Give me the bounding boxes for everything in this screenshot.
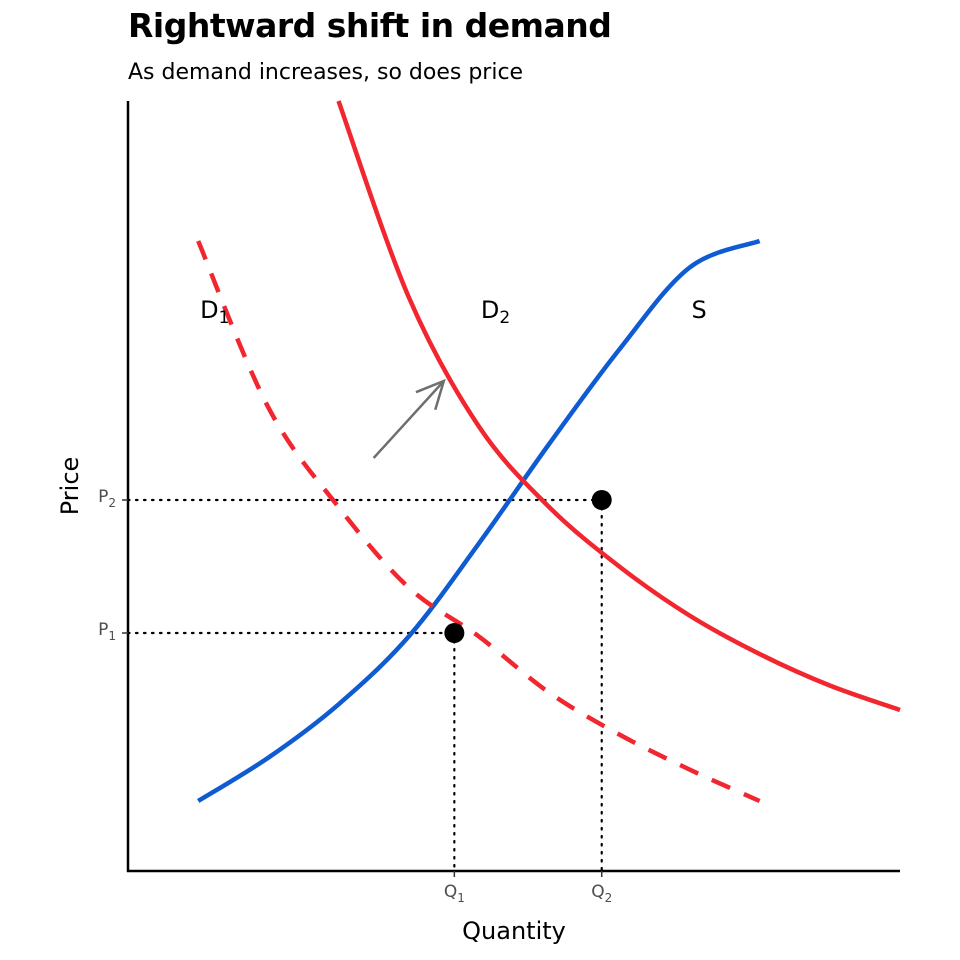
x-tick-label-2: Q2 bbox=[591, 882, 612, 905]
guide-lines bbox=[126, 498, 603, 873]
x-tick-label-1: Q1 bbox=[444, 882, 465, 905]
curve-label-d2: D2 bbox=[481, 296, 510, 328]
curves bbox=[196, 100, 901, 804]
y-tick-label-2: P2 bbox=[98, 487, 116, 510]
curve-d2 bbox=[336, 100, 901, 713]
curve-label-s: S bbox=[691, 296, 706, 324]
y-axis-title: Price bbox=[56, 457, 84, 516]
curve-label-d1: D1 bbox=[200, 296, 229, 328]
chart-title: Rightward shift in demand bbox=[128, 6, 612, 45]
x-axis-title: Quantity bbox=[462, 917, 566, 945]
curve-s bbox=[197, 238, 761, 803]
equilibrium-point-1 bbox=[444, 623, 465, 643]
labels: P1 Q1 P2 Q2 Quantity Price D1 D2 S bbox=[56, 296, 707, 945]
equilibrium-points bbox=[444, 490, 612, 643]
axes bbox=[122, 101, 900, 877]
curve-d1 bbox=[196, 240, 761, 804]
y-tick-label-1: P1 bbox=[98, 620, 116, 643]
shift-arrow-group bbox=[372, 378, 446, 459]
shift-arrow-head bbox=[415, 378, 446, 411]
chart-subtitle: As demand increases, so does price bbox=[128, 60, 524, 85]
equilibrium-point-2 bbox=[591, 490, 612, 510]
shift-arrow bbox=[372, 380, 445, 459]
